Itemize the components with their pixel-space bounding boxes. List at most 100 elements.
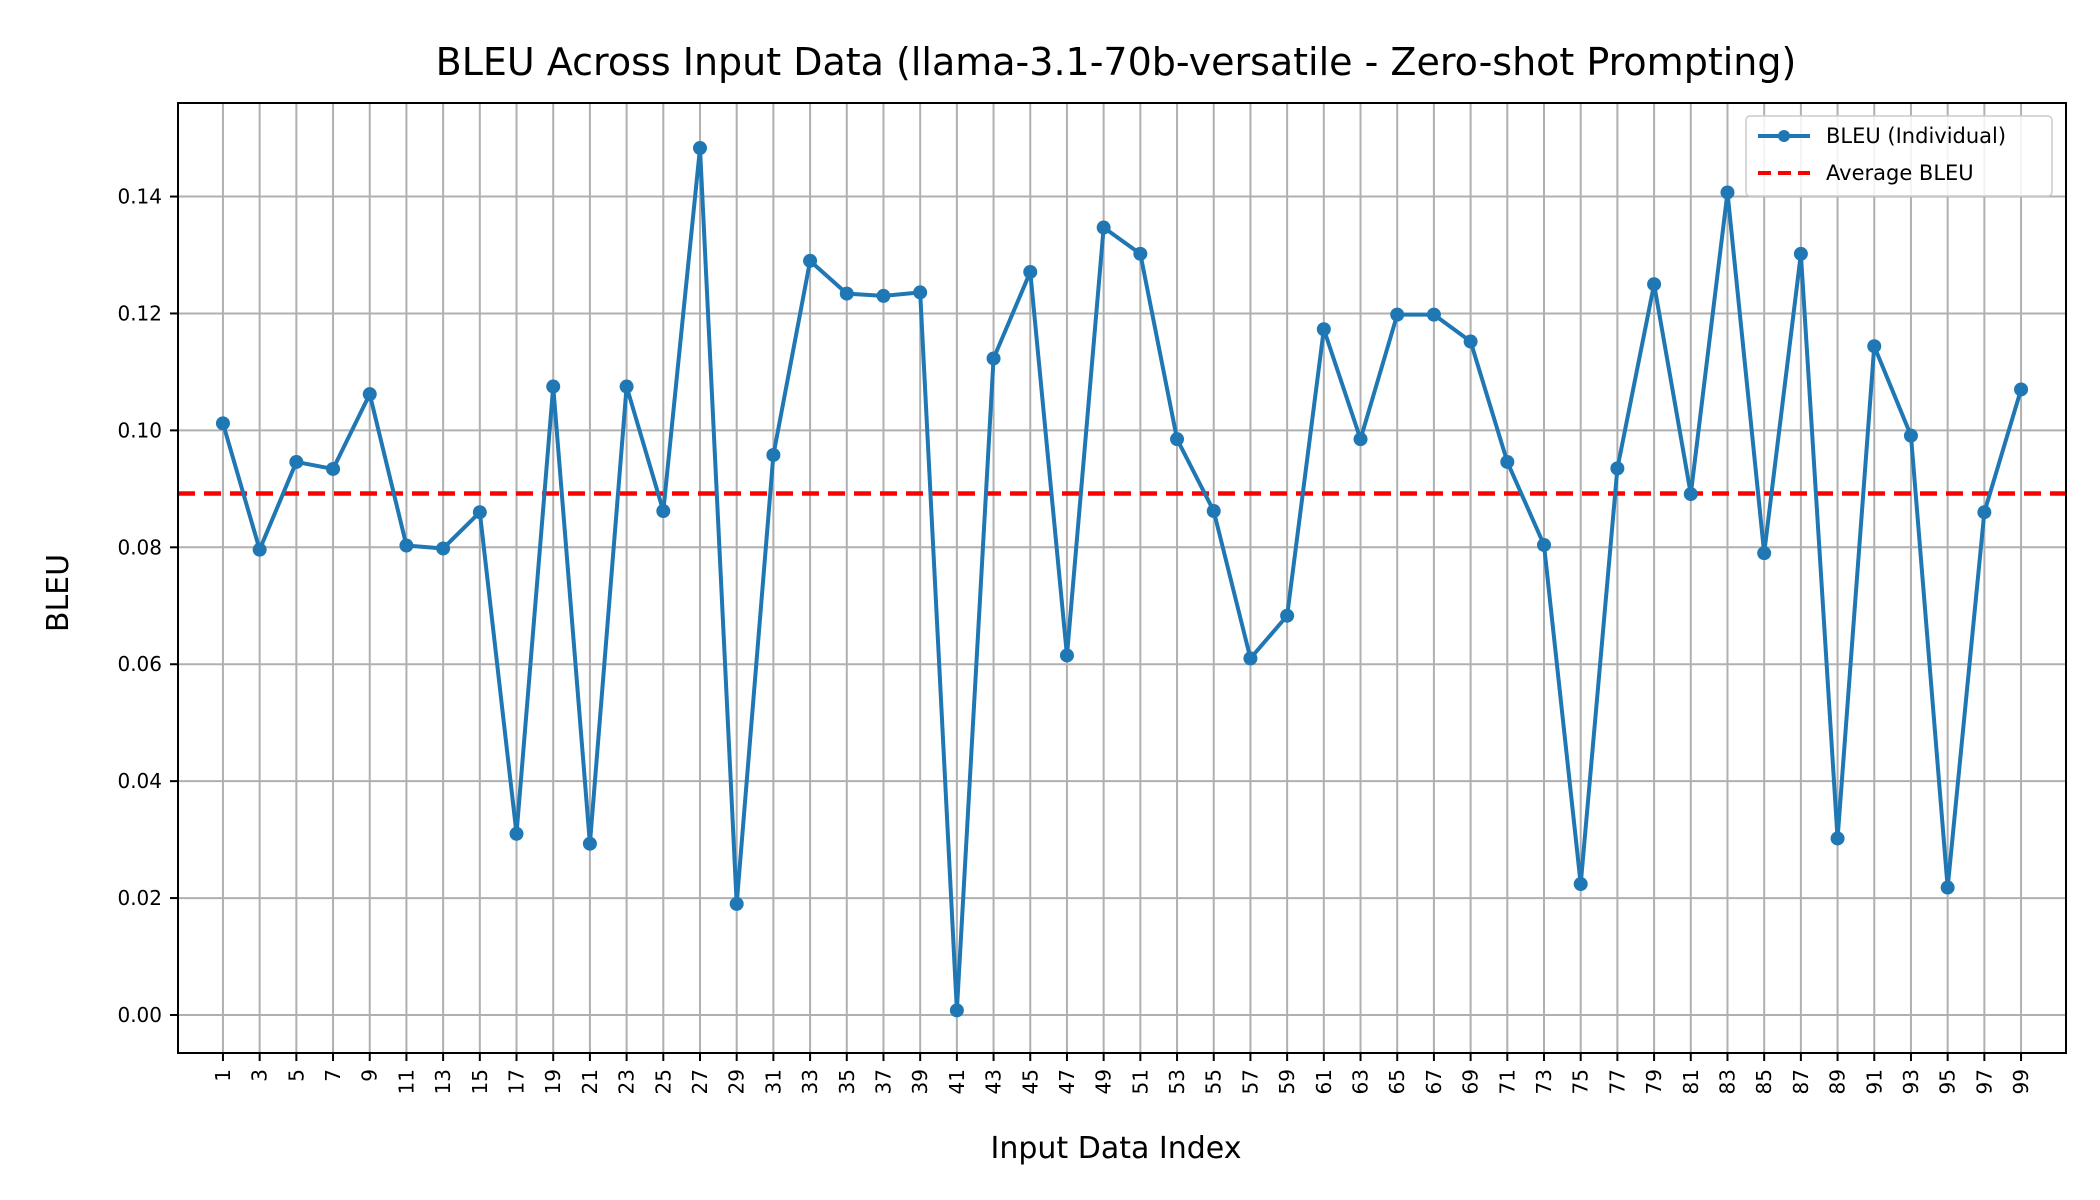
legend-label-individual: BLEU (Individual) bbox=[1826, 124, 2006, 148]
x-tick-label: 41 bbox=[945, 1069, 969, 1094]
data-point bbox=[1243, 651, 1258, 666]
x-tick-label: 81 bbox=[1679, 1069, 1703, 1094]
data-point bbox=[1206, 504, 1221, 519]
data-point bbox=[1757, 546, 1772, 561]
data-point bbox=[1426, 307, 1441, 322]
chart-title: BLEU Across Input Data (llama-3.1-70b-ve… bbox=[436, 40, 1797, 84]
x-tick-label: 45 bbox=[1018, 1069, 1042, 1094]
x-tick-label: 51 bbox=[1128, 1069, 1152, 1094]
data-point bbox=[1316, 322, 1331, 337]
x-tick-label: 97 bbox=[1972, 1069, 1996, 1094]
x-tick-label: 65 bbox=[1385, 1069, 1409, 1094]
data-point bbox=[839, 286, 854, 301]
x-tick-label: 47 bbox=[1055, 1069, 1079, 1094]
data-point bbox=[1573, 877, 1588, 892]
data-point bbox=[1867, 339, 1882, 354]
legend: BLEU (Individual) Average BLEU bbox=[1745, 115, 2053, 197]
data-point bbox=[1683, 487, 1698, 502]
legend-box bbox=[1745, 115, 2053, 197]
y-axis-ticks: 0.00 0.02 0.04 0.06 0.08 0.10 0.12 0.14 bbox=[117, 185, 178, 1027]
x-tick-label: 13 bbox=[431, 1069, 455, 1094]
y-tick-label: 0.04 bbox=[117, 769, 162, 793]
x-tick-label: 29 bbox=[725, 1069, 749, 1094]
data-point bbox=[766, 447, 781, 462]
data-point bbox=[692, 141, 707, 156]
data-point bbox=[215, 416, 230, 431]
x-axis-label: Input Data Index bbox=[991, 1131, 1242, 1166]
data-point bbox=[1830, 831, 1845, 846]
data-point bbox=[1903, 428, 1918, 443]
x-tick-label: 69 bbox=[1459, 1069, 1483, 1094]
bleu-individual-line bbox=[221, 146, 2023, 1013]
data-point bbox=[1500, 454, 1515, 469]
y-tick-label: 0.06 bbox=[117, 652, 162, 676]
x-tick-label: 33 bbox=[798, 1069, 822, 1094]
x-tick-label: 71 bbox=[1495, 1069, 1519, 1094]
x-tick-label: 59 bbox=[1275, 1069, 1299, 1094]
data-point bbox=[1059, 648, 1074, 663]
y-tick-label: 0.14 bbox=[117, 185, 162, 209]
grid-lines bbox=[178, 103, 2066, 1053]
x-tick-label: 55 bbox=[1202, 1069, 1226, 1094]
data-point bbox=[1023, 264, 1038, 279]
x-tick-label: 11 bbox=[394, 1069, 418, 1094]
y-tick-label: 0.02 bbox=[117, 886, 162, 910]
x-tick-label: 83 bbox=[1715, 1069, 1739, 1094]
data-point bbox=[1133, 246, 1148, 261]
data-point bbox=[472, 505, 487, 520]
data-point bbox=[1353, 432, 1368, 447]
x-tick-label: 1 bbox=[211, 1069, 235, 1082]
x-tick-label: 61 bbox=[1312, 1069, 1336, 1094]
data-point bbox=[1280, 608, 1295, 623]
data-point bbox=[436, 541, 451, 556]
data-point bbox=[1977, 505, 1992, 520]
x-tick-label: 5 bbox=[284, 1069, 308, 1082]
x-tick-label: 85 bbox=[1752, 1069, 1776, 1094]
x-tick-label: 95 bbox=[1936, 1069, 1960, 1094]
data-point bbox=[1390, 307, 1405, 322]
data-point bbox=[289, 454, 304, 469]
x-tick-label: 43 bbox=[982, 1069, 1006, 1094]
data-point bbox=[252, 542, 267, 557]
y-tick-label: 0.12 bbox=[117, 301, 162, 325]
data-point bbox=[656, 504, 671, 519]
x-tick-label: 93 bbox=[1899, 1069, 1923, 1094]
data-point bbox=[362, 387, 377, 402]
data-point bbox=[1463, 334, 1478, 349]
y-tick-label: 0.10 bbox=[117, 418, 162, 442]
data-point bbox=[803, 253, 818, 268]
y-axis-label: BLEU bbox=[41, 554, 76, 632]
data-points bbox=[215, 141, 2029, 1018]
legend-label-average: Average BLEU bbox=[1826, 161, 1974, 185]
x-tick-label: 39 bbox=[908, 1069, 932, 1094]
data-point bbox=[876, 288, 891, 303]
data-point bbox=[326, 461, 341, 476]
x-tick-label: 53 bbox=[1165, 1069, 1189, 1094]
x-tick-label: 35 bbox=[835, 1069, 859, 1094]
data-point bbox=[399, 538, 414, 553]
data-point bbox=[1793, 246, 1808, 261]
x-axis-ticks: 1 3 5 7 9 11 13 15 17 19 21 23 25 27 29 31 33 35 37 39 41 43 4… bbox=[211, 1053, 2033, 1094]
data-point bbox=[913, 285, 928, 300]
x-tick-label: 21 bbox=[578, 1069, 602, 1094]
x-tick-label: 91 bbox=[1862, 1069, 1886, 1094]
legend-marker-individual bbox=[1778, 130, 1790, 142]
data-point bbox=[1610, 461, 1625, 476]
x-tick-label: 77 bbox=[1605, 1069, 1629, 1094]
data-point bbox=[509, 826, 524, 841]
plot-area-frame bbox=[177, 102, 2067, 1054]
data-point bbox=[949, 1003, 964, 1018]
y-tick-label: 0.08 bbox=[117, 535, 162, 559]
data-point bbox=[1720, 185, 1735, 200]
x-tick-label: 57 bbox=[1238, 1069, 1262, 1094]
x-tick-label: 19 bbox=[541, 1069, 565, 1094]
data-point bbox=[2014, 382, 2029, 397]
x-tick-label: 63 bbox=[1349, 1069, 1373, 1094]
x-tick-label: 49 bbox=[1092, 1069, 1116, 1094]
x-tick-label: 79 bbox=[1642, 1069, 1666, 1094]
series-line-group bbox=[221, 146, 2023, 1013]
data-point bbox=[582, 836, 597, 851]
